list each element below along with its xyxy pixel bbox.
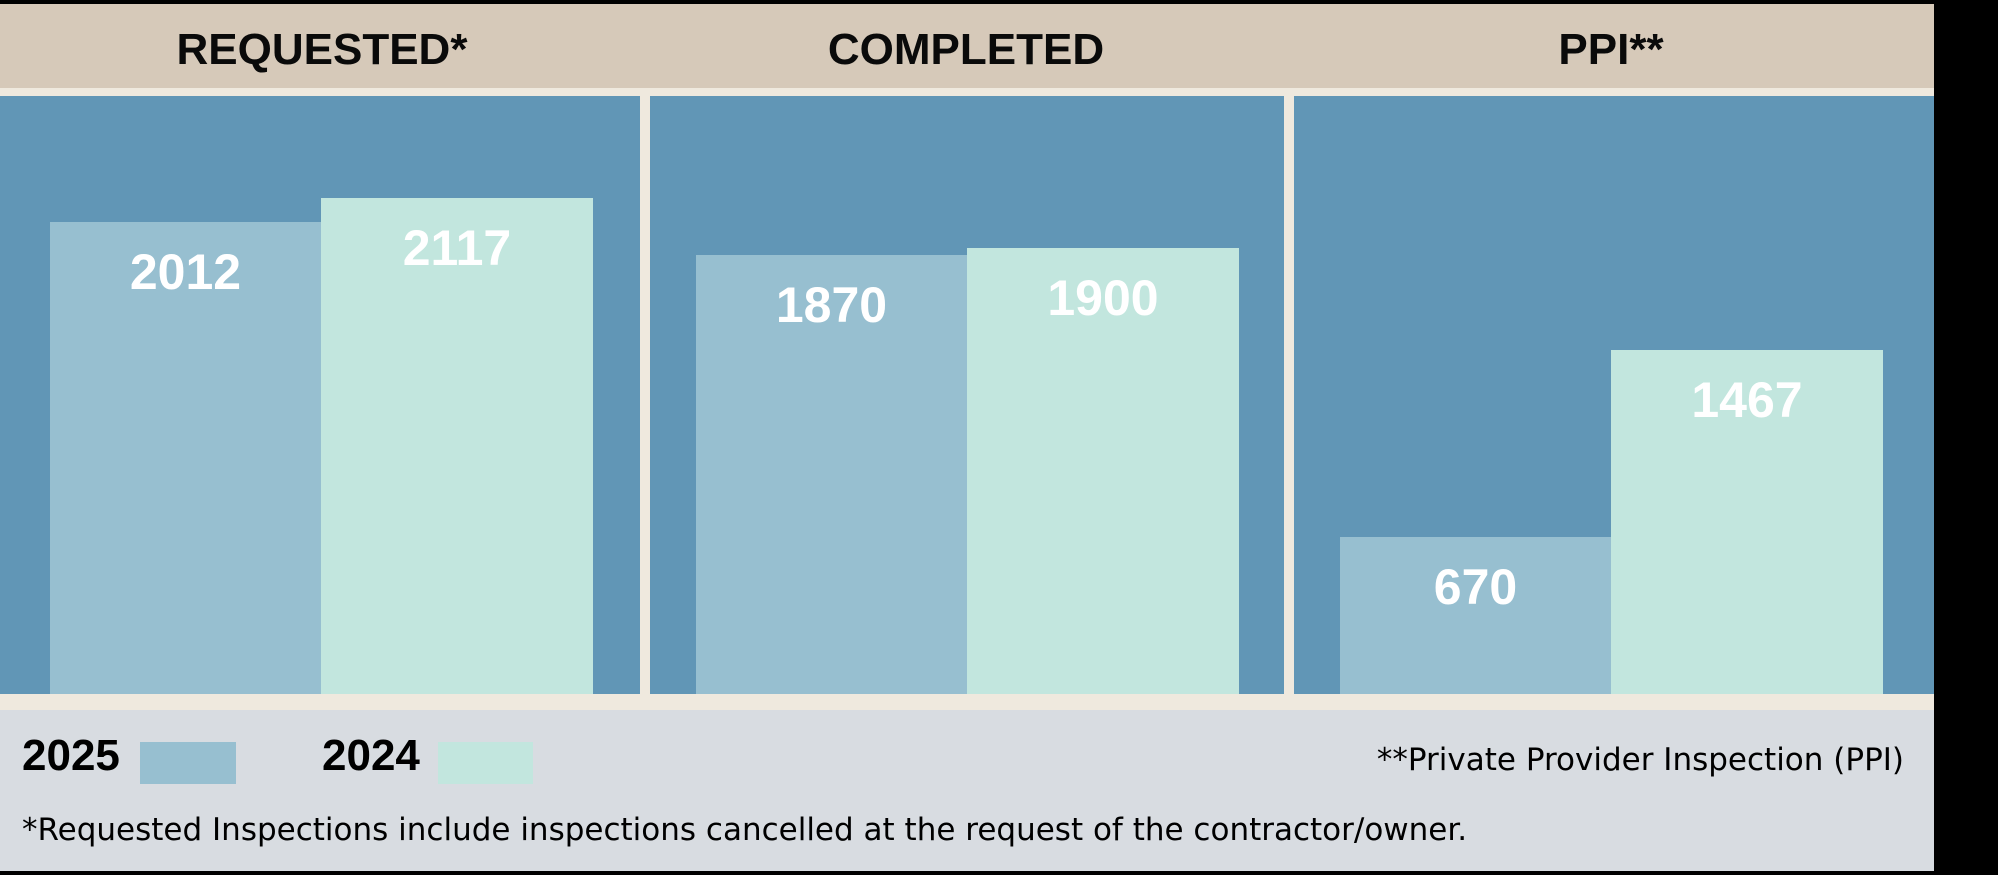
header-band: REQUESTED* COMPLETED PPI** [0,4,1934,88]
requested-footnote: *Requested Inspections include inspectio… [22,812,1468,848]
header-completed: COMPLETED [827,25,1105,74]
legend-label-2024: 2024 [322,731,420,780]
header-requested: REQUESTED* [176,25,468,74]
bar-2024-2 [1611,350,1883,694]
data-label-2025-2: 670 [1433,559,1518,615]
data-label-2024-2: 1467 [1691,372,1803,428]
data-label-2025-0: 2012 [129,244,242,300]
bar-2025-0 [50,222,321,694]
panel-completed: 1870 1900 [650,96,1284,694]
data-label-2025-1: 1870 [775,277,888,333]
panel-ppi: 670 1467 [1294,96,1934,694]
footer-notes [0,710,1934,871]
panel-requested: 2012 2117 [0,96,640,694]
ppi-footnote: **Private Provider Inspection (PPI) [1376,742,1904,778]
bar-2024-1 [967,248,1239,694]
legend-label-2025: 2025 [22,731,120,780]
data-label-2024-1: 1900 [1047,270,1159,326]
bar-2025-1 [696,255,967,694]
data-label-2024-0: 2117 [402,220,512,276]
bar-2024-0 [321,198,593,694]
bar-2025-2 [1340,537,1611,694]
legend-swatch-2025 [140,742,236,784]
infographic-frame: REQUESTED* COMPLETED PPI** 2012 2117 1870… [0,4,1934,871]
legend-swatch-2024 [438,742,533,784]
header-ppi: PPI** [1558,25,1664,74]
